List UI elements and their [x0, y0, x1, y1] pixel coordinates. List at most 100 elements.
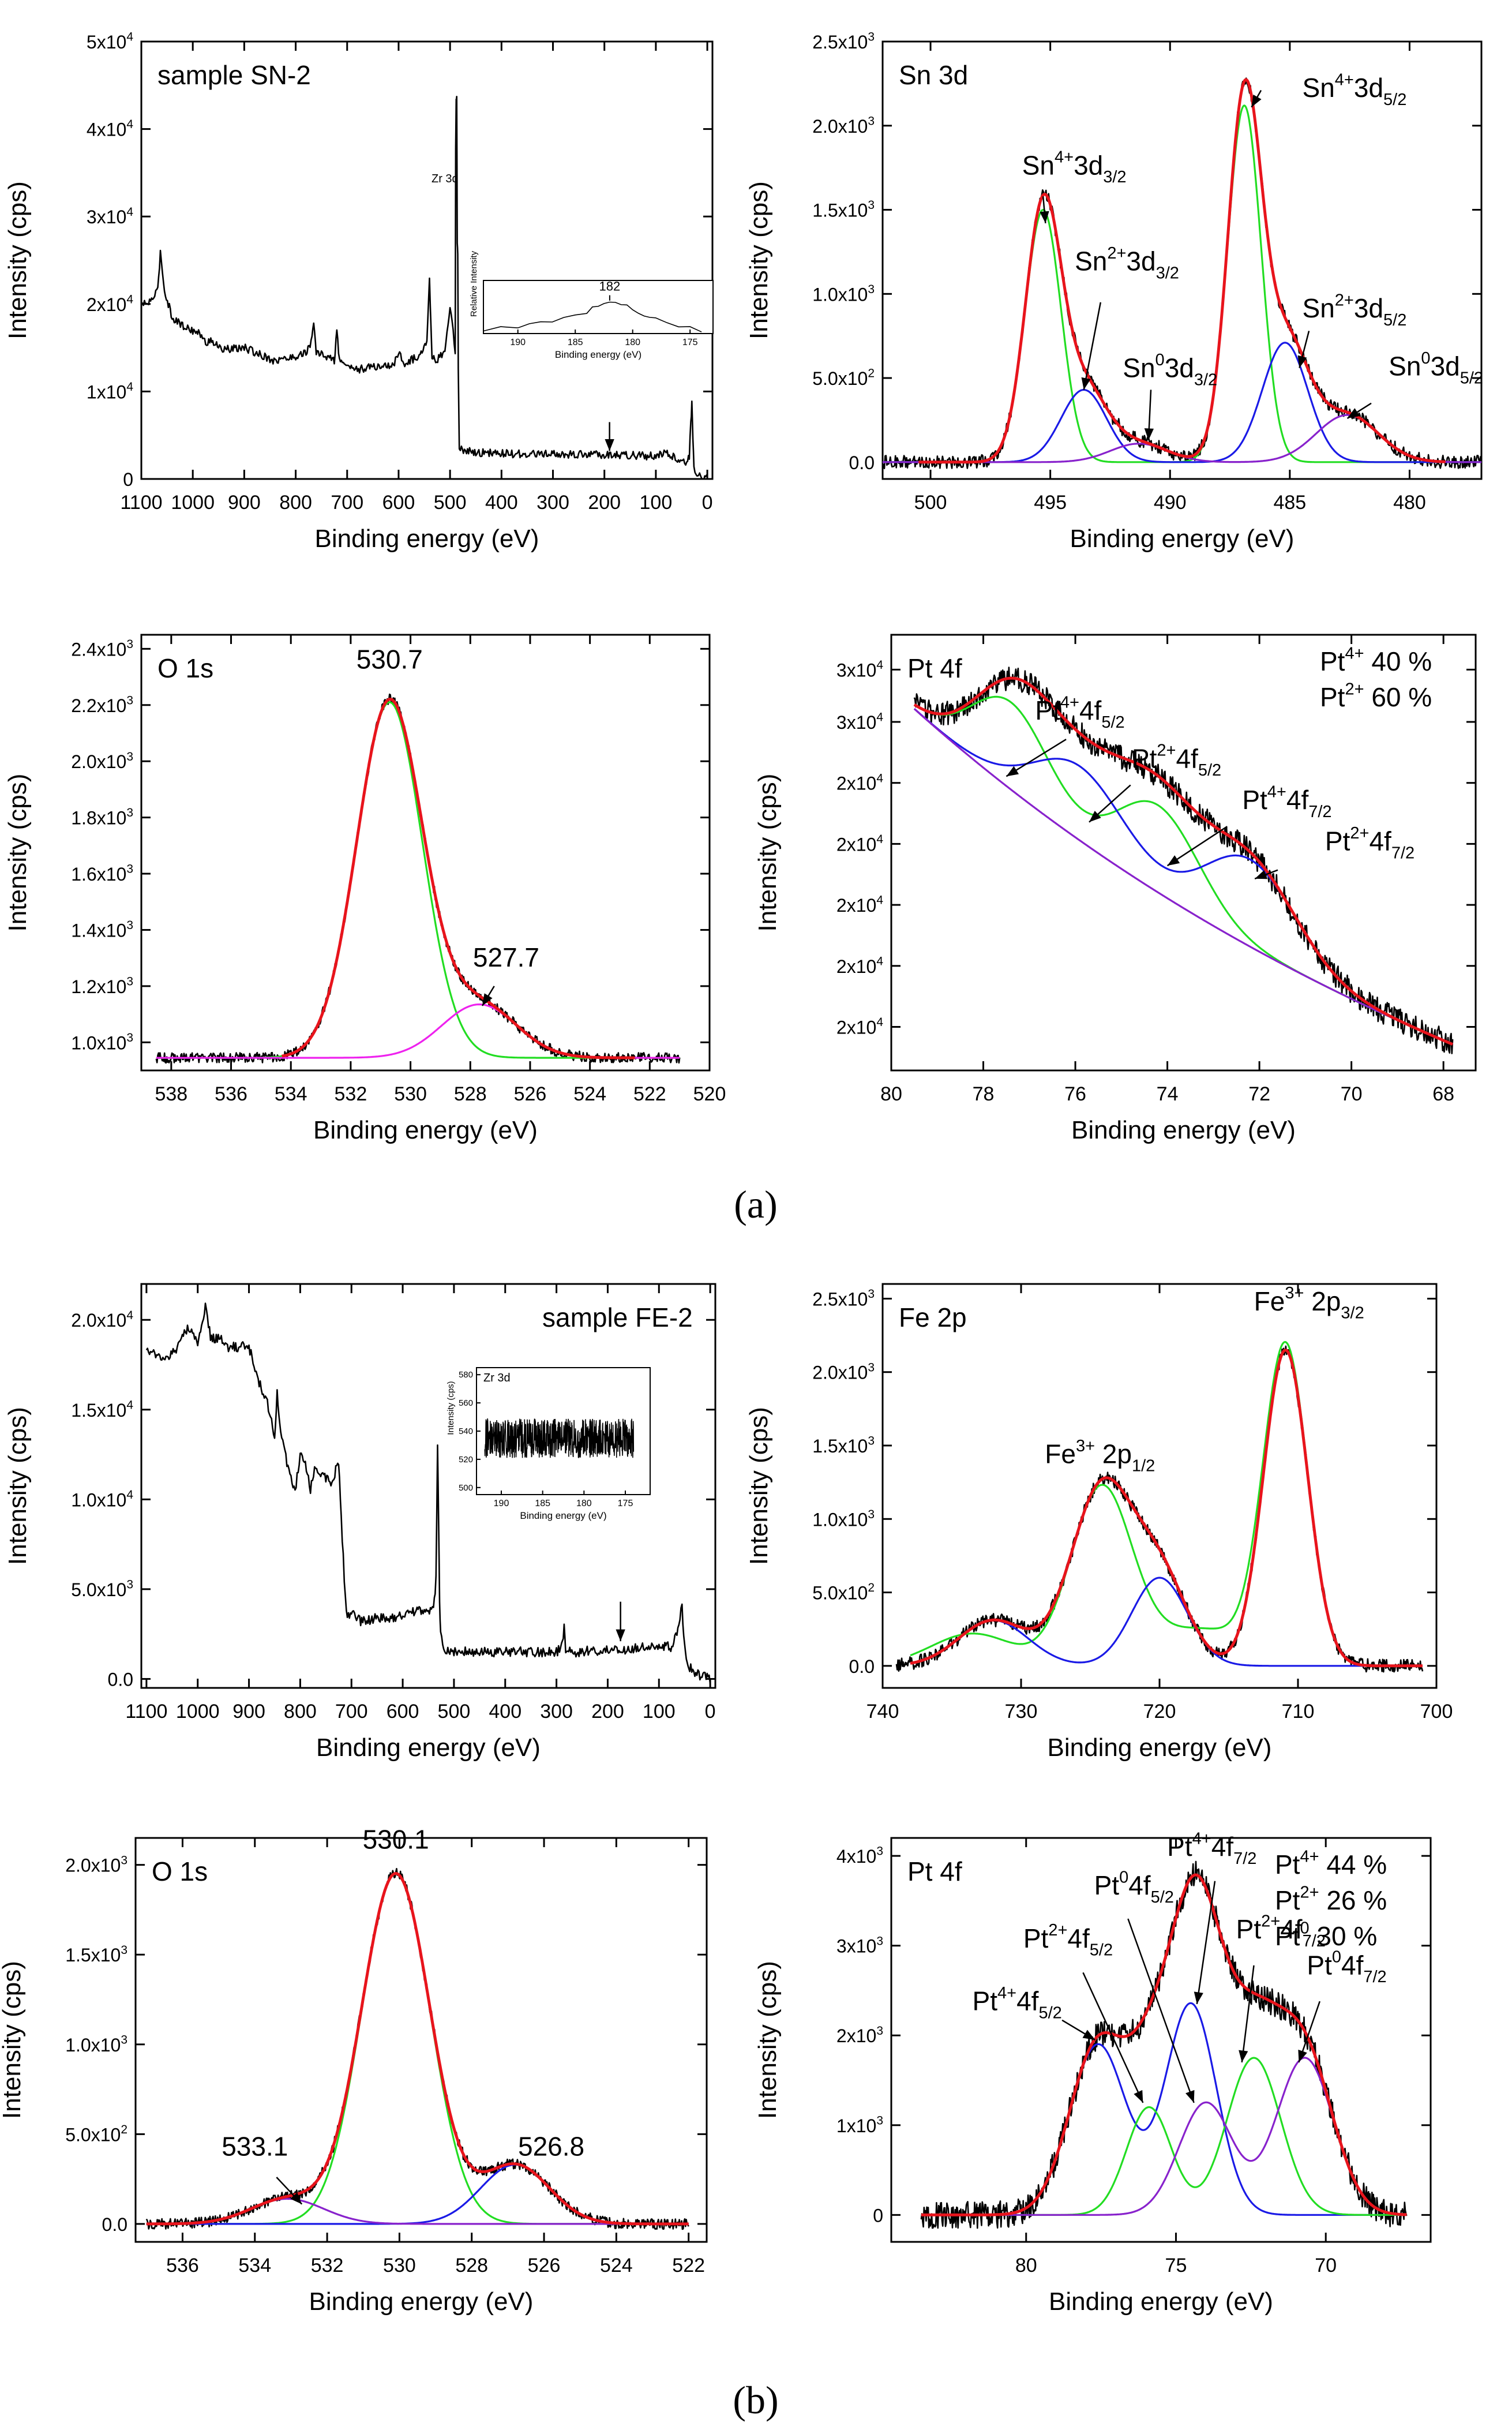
- y-tick-label: 5.0x102: [812, 367, 875, 389]
- x-tick-label: 100: [640, 492, 673, 514]
- y-tick-label: 2.0x104: [71, 1309, 133, 1331]
- arrow-head: [1239, 2050, 1248, 2062]
- x-tick-label: 522: [633, 1083, 666, 1105]
- x-tick-label: 490: [1154, 492, 1187, 514]
- peak-annotation: Pt2+4f5/2: [1023, 1921, 1113, 1960]
- plot-frame: [134, 1837, 708, 2243]
- series-group: [141, 96, 708, 479]
- y-axis-label: Intensity (cps): [753, 774, 782, 932]
- series-fit: [145, 1872, 689, 2226]
- peak-annotation: Sn03d5/2: [1389, 349, 1483, 388]
- y-tick-label: 3x104: [836, 711, 883, 733]
- x-tick-label: 0: [705, 1701, 716, 1723]
- peak-annotation: Pt4+4f5/2: [973, 1984, 1062, 2023]
- inset-x-tick-label: 185: [568, 338, 583, 347]
- annotation-arrow: [1127, 1918, 1195, 2103]
- x-tick-label: 75: [1165, 2255, 1187, 2277]
- x-axis-label: Binding energy (eV): [1071, 1116, 1296, 1144]
- y-axis-label: Intensity (cps): [745, 1407, 773, 1565]
- peak-annotation: Pt2+4f7/2: [1236, 1912, 1326, 1951]
- x-tick-label: 495: [1034, 492, 1067, 514]
- x-tick-label: 900: [228, 492, 261, 514]
- annotation-arrow: [1196, 1881, 1216, 2004]
- y-tick-label: 1.8x103: [71, 806, 133, 828]
- inset-y-tick-label: 580: [459, 1370, 473, 1380]
- annotation-arrow: [1241, 1965, 1255, 2063]
- x-tick-label: 74: [1157, 1083, 1179, 1105]
- y-tick-label: 5.0x102: [812, 1581, 875, 1603]
- series-fit: [920, 1873, 1408, 2216]
- y-tick-label: 2x104: [836, 1016, 883, 1038]
- x-axis-label: Binding energy (eV): [1070, 525, 1295, 553]
- x-tick-label: 534: [238, 2255, 271, 2277]
- inset-x-tick-label: 180: [576, 1499, 592, 1508]
- panel-b-o1s: 536 534 532 530 528 526 524 522 0.0 5.0x102 1.0x10…: [0, 1825, 708, 2316]
- y-tick-label: 1x103: [836, 2114, 883, 2136]
- inset-frame: [483, 280, 714, 334]
- x-tick-label: 100: [643, 1701, 676, 1723]
- peak-annotation: Pt4+4f7/2: [1167, 1829, 1256, 1868]
- arrow-head: [1144, 428, 1154, 440]
- y-tick-label: 0.0: [849, 1656, 875, 1677]
- y-tick-label: 2x104: [836, 954, 883, 976]
- x-axis-label: Binding energy (eV): [309, 2287, 534, 2316]
- y-axis-label: Intensity (cps): [3, 181, 32, 339]
- x-tick-label: 72: [1248, 1083, 1270, 1105]
- x-tick-label: 600: [387, 1701, 419, 1723]
- series-group: [155, 693, 681, 1064]
- plot-frame: [140, 634, 711, 1072]
- x-tick-label: 700: [331, 492, 363, 514]
- arrow-head: [1347, 408, 1360, 419]
- inset-x-label: Binding energy (eV): [555, 349, 641, 360]
- inset-x-label: Binding energy (eV): [520, 1510, 606, 1521]
- y-tick-label: 5x104: [87, 31, 133, 53]
- y-tick-label: 1.2x103: [71, 975, 133, 997]
- peak-annotation: Pt4+4f5/2: [1035, 694, 1124, 732]
- panel-a-pt4f: 80 78 76 74 72 70 68 2x104 2x104 2x104 2x104 2x104 3…: [753, 634, 1477, 1144]
- y-tick-label: 1.5x104: [71, 1398, 133, 1420]
- inset-y-tick-label: 520: [459, 1455, 473, 1465]
- x-axis-label: Binding energy (eV): [313, 1116, 538, 1144]
- panel-title: Fe 2p: [899, 1302, 967, 1332]
- x-tick-label: 740: [866, 1701, 899, 1723]
- y-tick-label: 0.0: [102, 2214, 127, 2235]
- x-tick-label: 1100: [120, 492, 162, 514]
- plot-frame: [890, 634, 1477, 1072]
- y-tick-label: 0: [123, 469, 133, 490]
- arrow-head: [290, 2192, 302, 2204]
- x-tick-label: 200: [588, 492, 621, 514]
- y-tick-label: 1.0x103: [71, 1031, 133, 1053]
- arrow-head: [1089, 810, 1101, 822]
- peak-annotation: Pt2+4f7/2: [1325, 824, 1415, 863]
- x-tick-label: 710: [1282, 1701, 1315, 1723]
- x-tick-label: 78: [973, 1083, 995, 1105]
- x-tick-label: 1000: [171, 492, 215, 514]
- composition-text: Pt0 30 %: [1275, 1919, 1377, 1951]
- composition-text: Pt2+ 26 %: [1275, 1883, 1387, 1915]
- y-tick-label: 2.0x103: [812, 1361, 875, 1383]
- peak-annotation: Sn2+3d5/2: [1303, 291, 1407, 330]
- x-tick-label: 76: [1064, 1083, 1086, 1105]
- x-tick-label: 80: [1015, 2255, 1037, 2277]
- panel-b-survey: 1100 1000 900 800 700 600 500 400 300 200 100 00.05…: [3, 1283, 716, 1762]
- peak-annotation: 530.1: [363, 1825, 429, 1855]
- series-background: [913, 708, 1453, 1046]
- x-tick-label: 532: [335, 1083, 367, 1105]
- x-tick-label: 1100: [125, 1701, 167, 1723]
- annotation-arrow: [1166, 826, 1228, 867]
- peak-annotation: Sn4+3d5/2: [1303, 71, 1407, 110]
- x-tick-label: 800: [284, 1701, 317, 1723]
- plot-frame: [890, 1837, 1432, 2243]
- panel-title: sample SN-2: [157, 60, 311, 90]
- plot-frame: [140, 40, 714, 480]
- inset-y-label: Relative Intensity: [469, 250, 479, 317]
- peak-annotation: 533.1: [222, 2132, 288, 2162]
- x-tick-label: 524: [600, 2255, 633, 2277]
- annotation-arrow: [1082, 1972, 1144, 2103]
- arrow-head: [1194, 1991, 1203, 2004]
- arrow-head: [1082, 2030, 1095, 2040]
- arrow-head: [1167, 855, 1180, 866]
- y-tick-label: 4x104: [87, 118, 133, 140]
- x-tick-label: 530: [383, 2255, 416, 2277]
- x-tick-label: 536: [166, 2255, 199, 2277]
